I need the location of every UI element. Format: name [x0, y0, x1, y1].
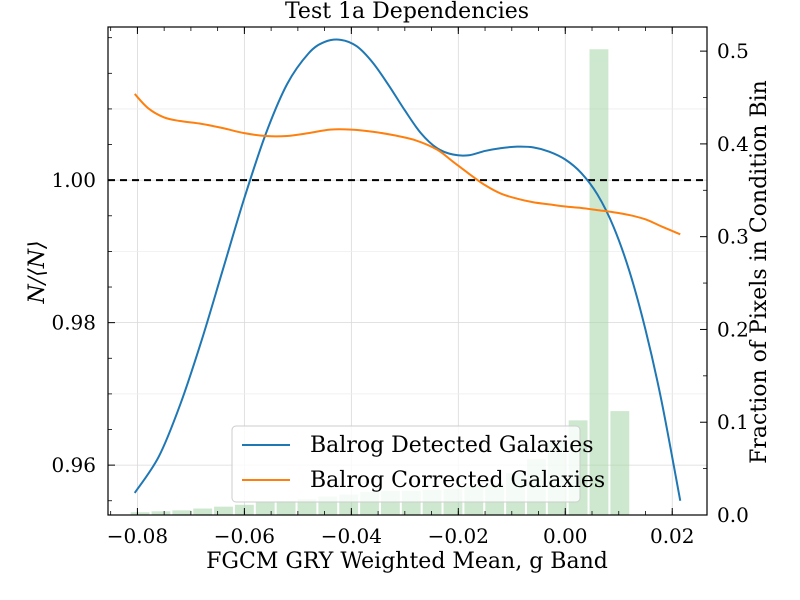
y-right-tick-label: 0.4: [717, 132, 749, 156]
x-tick-label: −0.04: [321, 524, 382, 548]
chart-title: Test 1a Dependencies: [285, 0, 529, 24]
legend-box: [231, 425, 581, 503]
legend-label-2: Balrog Corrected Galaxies: [310, 468, 605, 493]
histogram-bar: [193, 508, 213, 515]
y-right-tick-label: 0.3: [717, 225, 749, 249]
y-right-tick-label: 0.1: [717, 410, 749, 434]
y-axis-right-title: Fraction of Pixels in Condition Bin: [747, 80, 772, 464]
plot-frame: [107, 26, 708, 516]
y-right-tick-label: 0.5: [717, 39, 749, 63]
histogram-bar: [610, 411, 630, 515]
series-lines: [133, 38, 682, 501]
x-axis-title: FGCM GRY Weighted Mean, g Band: [206, 549, 608, 574]
axes-frame: [107, 26, 708, 516]
y-left-tick-label: 0.98: [51, 311, 96, 335]
histogram-bar: [172, 510, 192, 515]
x-tick-label: 0.00: [543, 524, 588, 548]
y-left-tick-label: 0.96: [51, 453, 96, 477]
series-line-2: [134, 93, 681, 236]
x-tick-label: −0.08: [107, 524, 168, 548]
y-left-tick-label: 1.00: [51, 168, 96, 192]
histogram-bar: [276, 501, 296, 515]
ticks: −0.08 −0.06 −0.04 −0.02 0.00 0.02 0.96 0.98 1.00…: [51, 27, 749, 548]
histogram-bar: [255, 502, 275, 515]
x-tick-label: −0.02: [428, 524, 489, 548]
series-line-1: [133, 38, 682, 501]
histogram-bar: [130, 512, 150, 515]
y-axis-left-title: N/⟨N⟩: [25, 240, 50, 304]
histogram-bar: [151, 511, 171, 515]
legend-label-1: Balrog Detected Galaxies: [310, 433, 594, 458]
y-right-tick-label: 0.2: [717, 317, 749, 341]
legend: Balrog Detected Galaxies Balrog Corrected…: [231, 425, 605, 503]
histogram-bar: [589, 49, 609, 515]
x-tick-label: −0.06: [214, 524, 275, 548]
y-right-tick-label: 0.0: [717, 503, 749, 527]
histogram-bar: [214, 506, 233, 515]
histogram-bar: [297, 499, 317, 515]
x-tick-label: 0.02: [650, 524, 695, 548]
